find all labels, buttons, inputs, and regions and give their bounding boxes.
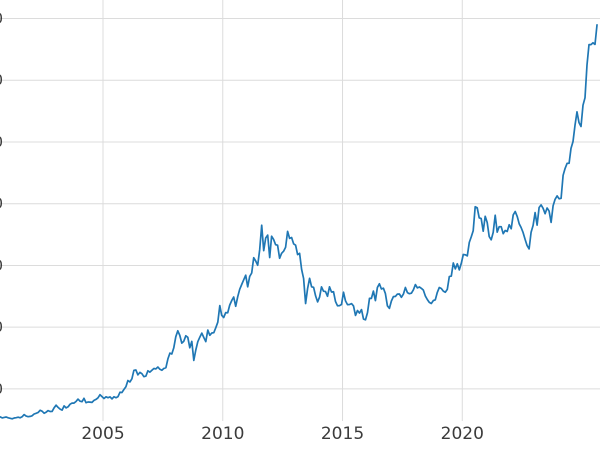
x-tick-label: 2020: [440, 424, 484, 444]
clipped-y-tick-labels: 500 1000 1500 2000 2500 3000 3500: [0, 10, 3, 398]
x-tick-label: 2005: [81, 424, 125, 444]
y-tick-label-clipped: 3000: [0, 71, 3, 89]
gridlines: [0, 0, 600, 421]
y-tick-label-clipped: 3500: [0, 10, 3, 28]
price-line: [0, 24, 598, 420]
y-tick-label-clipped: 1000: [0, 318, 3, 336]
x-tick-label: 2010: [201, 424, 245, 444]
x-tick-label: 2015: [320, 424, 365, 444]
y-tick-label-clipped: 500: [0, 380, 3, 398]
y-tick-label-clipped: 2000: [0, 195, 3, 213]
y-tick-label-clipped: 2500: [0, 133, 3, 151]
line-series-layer: [0, 24, 598, 420]
y-tick-label-clipped: 1500: [0, 256, 3, 274]
